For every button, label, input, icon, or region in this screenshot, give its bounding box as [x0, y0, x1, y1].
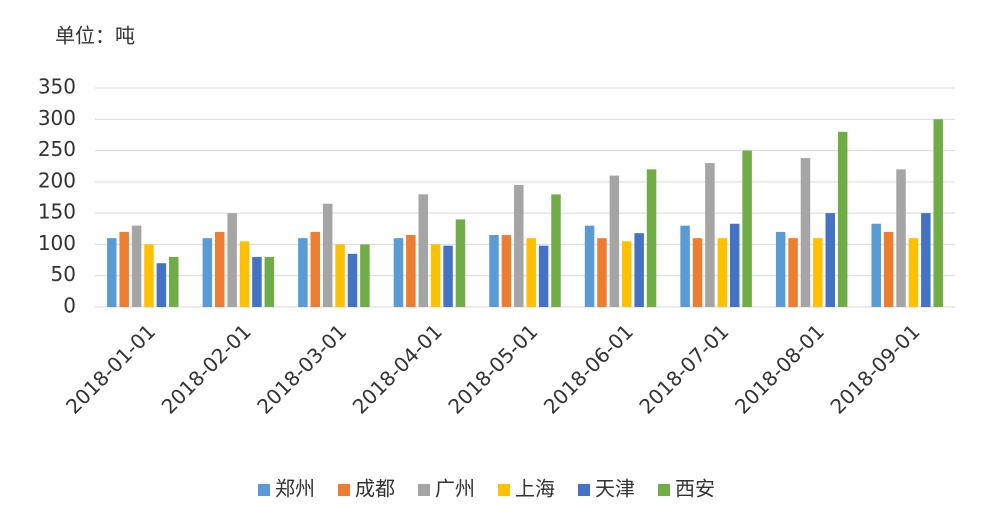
- y-tick-label: 0: [63, 294, 76, 318]
- legend-label: 成都: [355, 477, 395, 501]
- bar: [692, 238, 703, 307]
- bar: [837, 131, 848, 307]
- bar: [119, 231, 129, 307]
- bar: [622, 241, 632, 307]
- bar: [729, 223, 740, 307]
- y-tick-label: 100: [38, 231, 76, 255]
- x-tick-label: 2018-02-01: [157, 319, 256, 418]
- bar: [156, 263, 167, 307]
- bar: [825, 213, 836, 307]
- bar: [393, 238, 404, 307]
- y-tick-label: 250: [38, 137, 76, 161]
- bar: [800, 158, 811, 307]
- bar: [788, 238, 798, 307]
- x-tick-label: 2018-07-01: [634, 319, 733, 418]
- bar: [584, 225, 595, 307]
- x-tick-label: 2018-04-01: [348, 319, 447, 418]
- bar: [131, 225, 142, 307]
- x-tick-label: 2018-06-01: [539, 319, 638, 418]
- bar: [551, 194, 561, 307]
- legend-swatch: [258, 484, 270, 496]
- legend-label: 广州: [435, 477, 475, 501]
- x-tick-label: 2018-05-01: [443, 319, 542, 418]
- legend-label: 西安: [675, 477, 715, 501]
- legend-swatch: [338, 484, 350, 496]
- bar: [680, 225, 690, 307]
- bar: [227, 213, 237, 307]
- bar: [144, 244, 154, 307]
- bar: [883, 231, 894, 307]
- bar: [298, 238, 308, 307]
- bar: [360, 244, 370, 307]
- x-tick-label: 2018-08-01: [730, 319, 829, 418]
- bar: [310, 231, 321, 307]
- bar: [418, 194, 428, 307]
- bar: [347, 253, 358, 307]
- x-tick-label: 2018-03-01: [252, 319, 351, 418]
- legend-swatch: [578, 484, 590, 496]
- y-tick-label: 50: [51, 262, 76, 286]
- bar: [526, 238, 536, 307]
- bar: [921, 213, 931, 307]
- bar: [871, 223, 881, 307]
- bar: [443, 245, 453, 307]
- y-tick-label: 300: [38, 106, 76, 130]
- bar: [634, 233, 644, 307]
- bar: [214, 231, 225, 307]
- legend-label: 上海: [515, 477, 555, 501]
- bar: [896, 169, 906, 307]
- x-tick-label: 2018-09-01: [825, 319, 924, 418]
- bar: [609, 175, 620, 307]
- bar: [239, 241, 250, 307]
- bar: [933, 119, 943, 308]
- y-tick-label: 200: [38, 168, 76, 192]
- bar: [252, 256, 262, 307]
- bar: [813, 238, 823, 307]
- legend-label: 天津: [595, 477, 635, 501]
- bar: [107, 238, 117, 307]
- bar: [538, 245, 549, 307]
- bar: [455, 219, 466, 307]
- bar: [742, 150, 752, 307]
- unit-label: 单位：吨: [55, 24, 135, 48]
- y-tick-label: 350: [38, 75, 76, 99]
- y-tick-label: 150: [38, 200, 76, 224]
- bar: [717, 238, 728, 307]
- bar: [908, 238, 919, 307]
- bar: [646, 169, 657, 307]
- bar: [264, 256, 275, 307]
- legend-swatch: [418, 484, 430, 496]
- bar: [501, 235, 512, 307]
- legend-swatch: [658, 484, 670, 496]
- bar: [406, 235, 416, 307]
- bar: [489, 235, 499, 307]
- legend-swatch: [498, 484, 510, 496]
- bar: [335, 244, 345, 307]
- bar: [514, 184, 524, 307]
- x-tick-label: 2018-01-01: [61, 319, 160, 418]
- bar: [705, 163, 715, 307]
- legend-label: 郑州: [275, 477, 315, 501]
- bar: [430, 244, 441, 307]
- bar: [597, 238, 607, 307]
- bar: [202, 238, 213, 307]
- bar: [322, 203, 333, 307]
- bar: [775, 231, 786, 307]
- bar: [169, 256, 179, 307]
